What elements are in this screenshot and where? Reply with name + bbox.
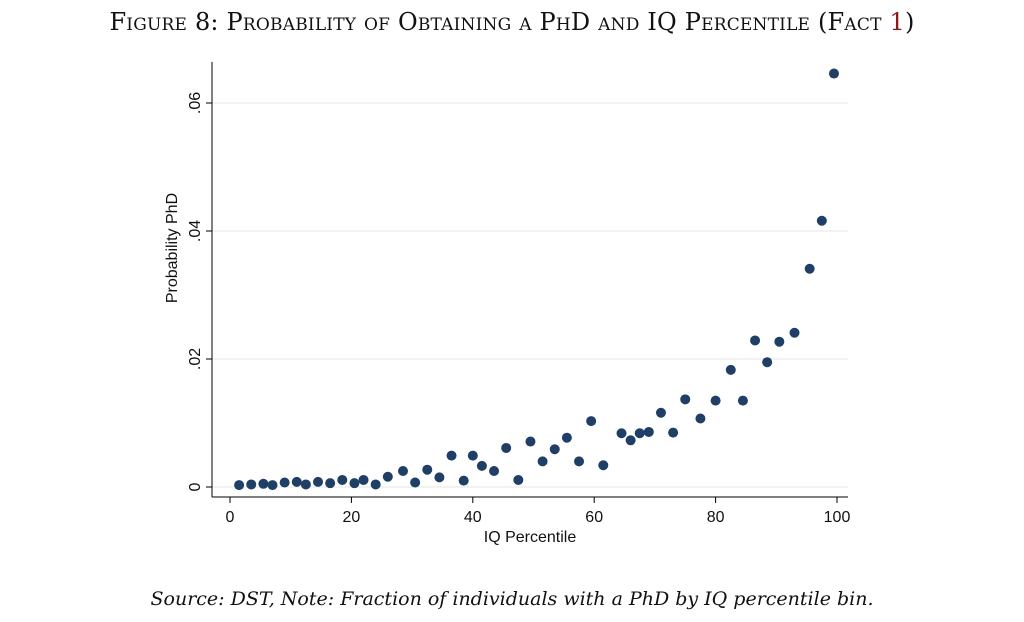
data-point — [382, 471, 393, 482]
data-point — [246, 479, 257, 490]
data-point — [258, 478, 269, 489]
ticks: 0 .02 .04 .06 0 20 40 60 80 100 — [187, 92, 850, 526]
data-point — [816, 215, 827, 226]
data-point — [598, 460, 609, 471]
data-point — [762, 357, 773, 368]
data-point — [750, 335, 761, 346]
data-point — [574, 456, 585, 467]
data-point — [789, 327, 800, 338]
data-point — [643, 426, 654, 437]
data-point — [337, 474, 348, 485]
data-point — [300, 479, 311, 490]
x-axis-label: IQ Percentile — [484, 529, 577, 546]
data-point — [561, 432, 572, 443]
data-point — [513, 474, 524, 485]
data-point — [828, 68, 839, 79]
y-tick-label: .02 — [187, 348, 204, 370]
data-point — [476, 460, 487, 471]
grid-lines — [212, 102, 848, 488]
axes — [211, 62, 848, 498]
data-point — [695, 413, 706, 424]
x-tick-label: 0 — [226, 509, 235, 526]
data-point — [370, 479, 381, 490]
data-point — [549, 444, 560, 455]
data-points — [234, 68, 839, 491]
data-point — [325, 478, 336, 489]
data-point — [349, 478, 360, 489]
data-point — [267, 480, 278, 491]
data-point — [434, 472, 445, 483]
data-point — [279, 477, 290, 488]
data-point — [397, 466, 408, 476]
data-point — [410, 477, 421, 488]
figure-caption: Source: DST, Note: Fraction of individua… — [150, 588, 874, 610]
x-tick-label: 40 — [464, 509, 482, 526]
data-point — [291, 476, 302, 487]
y-tick-label: .06 — [187, 92, 204, 114]
data-point — [655, 407, 666, 418]
data-point — [680, 394, 691, 405]
data-point — [422, 464, 433, 475]
x-tick-label: 100 — [824, 509, 851, 526]
data-point — [234, 480, 245, 491]
x-tick-label: 20 — [343, 509, 361, 526]
data-point — [774, 336, 785, 347]
x-tick-label: 60 — [585, 509, 603, 526]
fact-reference-link[interactable]: 1 — [889, 8, 905, 36]
data-point — [616, 428, 627, 439]
y-axis-label: Probability PhD — [164, 193, 181, 303]
data-point — [725, 364, 736, 375]
data-point — [625, 435, 636, 446]
data-point — [634, 428, 645, 439]
data-point — [501, 442, 512, 453]
data-point — [446, 450, 457, 461]
data-point — [458, 475, 469, 486]
data-point — [525, 436, 536, 447]
x-tick-label: 80 — [707, 509, 725, 526]
data-point — [737, 395, 748, 406]
data-point — [489, 466, 500, 476]
y-tick-label: 0 — [187, 482, 204, 491]
data-point — [668, 427, 679, 438]
data-point — [358, 474, 369, 485]
data-point — [467, 450, 478, 461]
data-point — [710, 395, 721, 406]
data-point — [537, 456, 548, 467]
data-point — [804, 263, 815, 274]
y-tick-label: .04 — [187, 220, 204, 242]
figure-title: Figure 8: Probability of Obtaining a PhD… — [109, 8, 915, 36]
data-point — [313, 476, 324, 487]
data-point — [586, 416, 597, 427]
